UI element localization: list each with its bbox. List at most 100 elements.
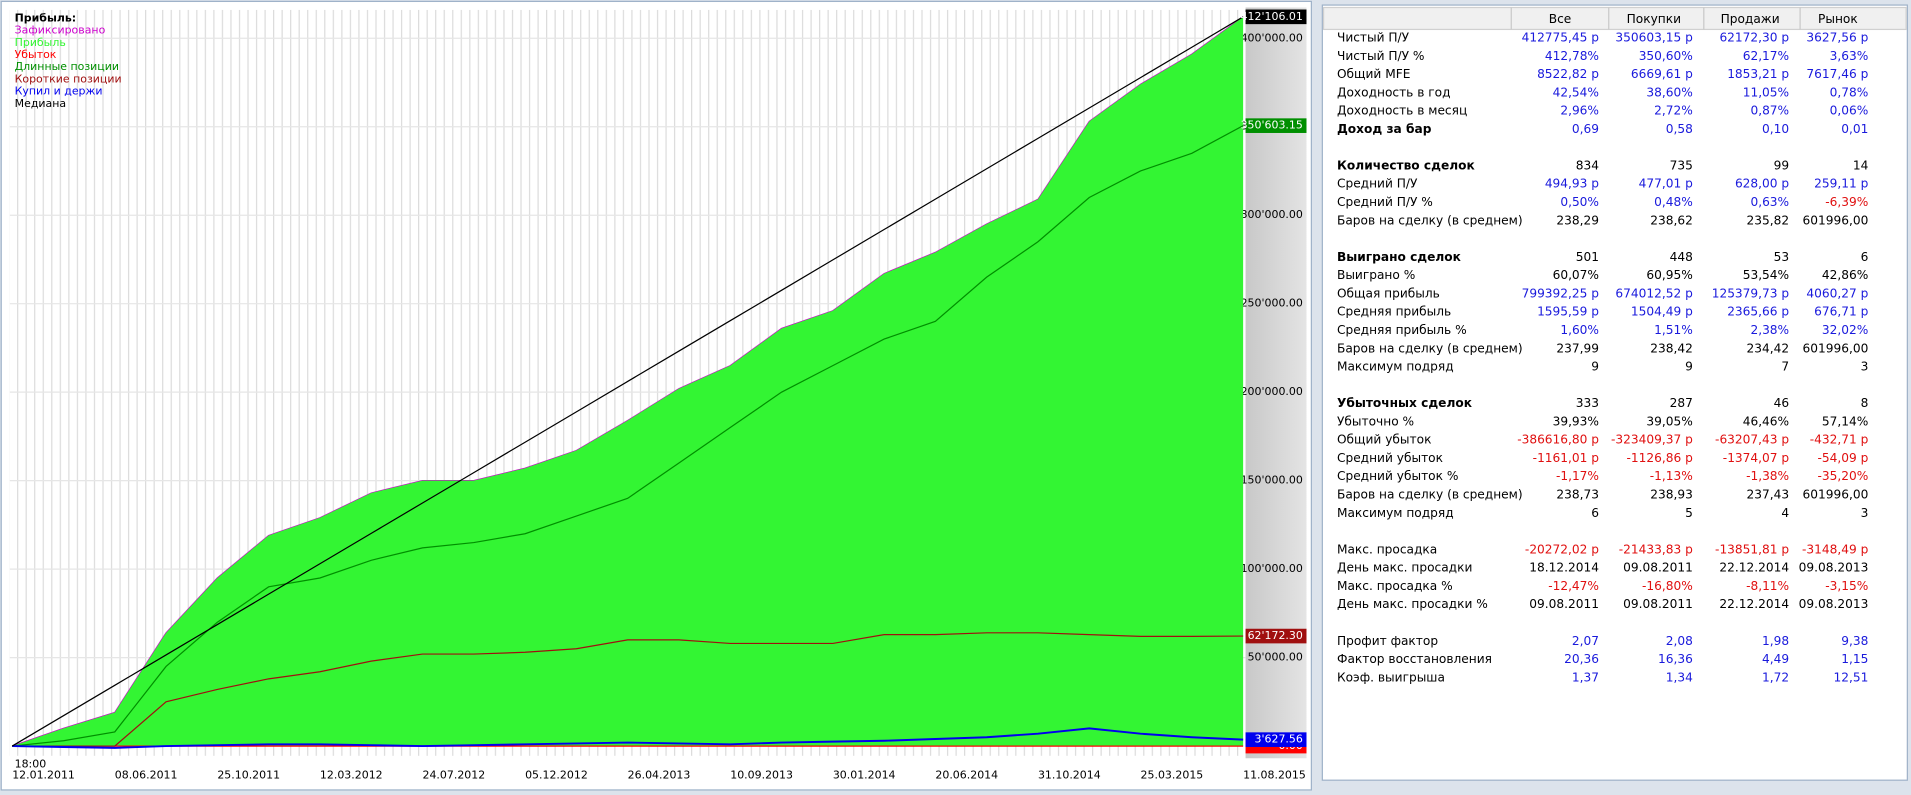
cell: 259,11 р — [1814, 177, 1868, 191]
cell: 238,62 — [1650, 213, 1693, 227]
cell: 0,50% — [1560, 195, 1599, 209]
row-label: Макс. просадка — [1337, 542, 1437, 556]
legend-entry: Медиана — [15, 97, 66, 110]
cell: 237,43 — [1747, 488, 1790, 502]
cell: 6669,61 р — [1631, 67, 1693, 81]
cell: 412775,45 р — [1522, 30, 1600, 44]
cell: 628,00 р — [1735, 177, 1789, 191]
cell: 333 — [1576, 396, 1599, 410]
cell: 0,06% — [1830, 104, 1869, 118]
column-header: Покупки — [1627, 12, 1681, 26]
row-label: Средняя прибыль % — [1337, 323, 1467, 337]
cell: -1126,86 р — [1627, 451, 1694, 465]
cell: 0,78% — [1830, 85, 1869, 99]
series-line — [11, 16, 1244, 747]
cell: 09.08.2013 — [1799, 597, 1869, 611]
cell: 1504,49 р — [1631, 305, 1693, 319]
column-header: Рынок — [1818, 12, 1858, 26]
cell: 99 — [1774, 158, 1789, 172]
x-tick-label: 31.10.2014 — [1038, 768, 1101, 781]
row-label: Максимум подряд — [1337, 360, 1454, 374]
cell: 0,69 — [1572, 122, 1599, 136]
cell: -54,09 р — [1818, 451, 1869, 465]
cell: 601996,00 — [1803, 488, 1869, 502]
row-label: Убыточных сделок — [1337, 396, 1473, 410]
cell: 62172,30 р — [1719, 30, 1789, 44]
cell: 38,60% — [1646, 85, 1692, 99]
cell: -35,20% — [1818, 469, 1869, 483]
cell: 448 — [1670, 250, 1693, 264]
cell: 2,07 — [1572, 634, 1599, 648]
cell: 350,60% — [1639, 49, 1693, 63]
cell: 2,96% — [1560, 104, 1599, 118]
table-panel — [1321, 4, 1908, 781]
cell: 799392,25 р — [1522, 286, 1600, 300]
cell: 62,17% — [1743, 49, 1789, 63]
cell: 09.08.2013 — [1799, 561, 1869, 575]
cell: 14 — [1853, 158, 1869, 172]
cell: 42,86% — [1822, 268, 1868, 282]
x-tick-label: 30.01.2014 — [833, 768, 896, 781]
cell: 12,51 — [1833, 670, 1868, 684]
cell: 494,93 р — [1545, 177, 1599, 191]
cell: 237,99 — [1556, 341, 1599, 355]
row-label: Доход за бар — [1337, 122, 1432, 136]
cell: 09.08.2011 — [1623, 597, 1693, 611]
stats-table: Все Покупки Продажи Рынок Чистый П/У 412775,4… — [1337, 7, 1869, 684]
x-tick-label: 12.01.2011 — [12, 768, 75, 781]
row-label: Макс. просадка % — [1337, 579, 1453, 593]
cell: 1,51% — [1654, 323, 1693, 337]
cell: 7 — [1781, 360, 1789, 374]
x-tick-label: 25.03.2015 — [1141, 768, 1204, 781]
cell: 477,01 р — [1639, 177, 1693, 191]
column-header: Все — [1549, 12, 1572, 26]
cell: 4060,27 р — [1806, 286, 1868, 300]
row-label: Баров на сделку (в среднем) — [1337, 488, 1523, 502]
cell: 53,54% — [1743, 268, 1789, 282]
cell: 7617,46 р — [1806, 67, 1868, 81]
row-label: Доходность в год — [1337, 85, 1451, 99]
row-label: Чистый П/У % — [1337, 49, 1425, 63]
legend-title: Прибыль: — [15, 11, 77, 24]
y-tick-label: 100'000.00 — [1241, 562, 1303, 575]
cell: 238,29 — [1556, 213, 1599, 227]
row-label: Средний П/У — [1337, 177, 1418, 191]
cell: 11,05% — [1743, 85, 1789, 99]
cell: 0,87% — [1750, 104, 1789, 118]
x-tick-label: 10.09.2013 — [730, 768, 793, 781]
x-tick-label: 08.06.2011 — [115, 768, 178, 781]
row-label: Количество сделок — [1337, 158, 1476, 172]
cell: 3627,56 р — [1806, 30, 1868, 44]
y-tick-label: 200'000.00 — [1241, 385, 1303, 398]
cell: 9,38 — [1841, 634, 1868, 648]
row-label: День макс. просадки — [1337, 561, 1472, 575]
cell: 238,73 — [1556, 488, 1599, 502]
cell: 18.12.2014 — [1529, 561, 1599, 575]
column-header: Продажи — [1721, 12, 1780, 26]
series-line — [12, 125, 1244, 747]
cell: 0,48% — [1654, 195, 1693, 209]
x-tick-label: 11.08.2015 — [1243, 768, 1306, 781]
end-label-box — [1245, 118, 1307, 133]
row-label: Баров на сделку (в среднем) — [1337, 213, 1523, 227]
cell: 1,34 — [1666, 670, 1693, 684]
row-label: Доходность в месяц — [1337, 104, 1467, 118]
cell: -16,80% — [1642, 579, 1693, 593]
y-tick-label: 250'000.00 — [1241, 297, 1303, 310]
cell: 4 — [1781, 506, 1789, 520]
cell: 8522,82 р — [1537, 67, 1599, 81]
x-tick-label: 24.07.2012 — [423, 768, 486, 781]
table-header — [1322, 6, 1907, 31]
y-tick-label: 150'000.00 — [1241, 474, 1303, 487]
cell: 235,82 — [1747, 213, 1790, 227]
row-label: Выиграно % — [1337, 268, 1415, 282]
row-label: Средний П/У % — [1337, 195, 1433, 209]
x-tick-label: 26.04.2013 — [628, 768, 691, 781]
legend-entry: Купил и держи — [15, 85, 103, 98]
row-label: Фактор восстановления — [1337, 652, 1492, 666]
cell: -20272,02 р — [1525, 542, 1599, 556]
x-tick-label: 12.03.2012 — [320, 768, 383, 781]
cell: 2,72% — [1654, 104, 1693, 118]
